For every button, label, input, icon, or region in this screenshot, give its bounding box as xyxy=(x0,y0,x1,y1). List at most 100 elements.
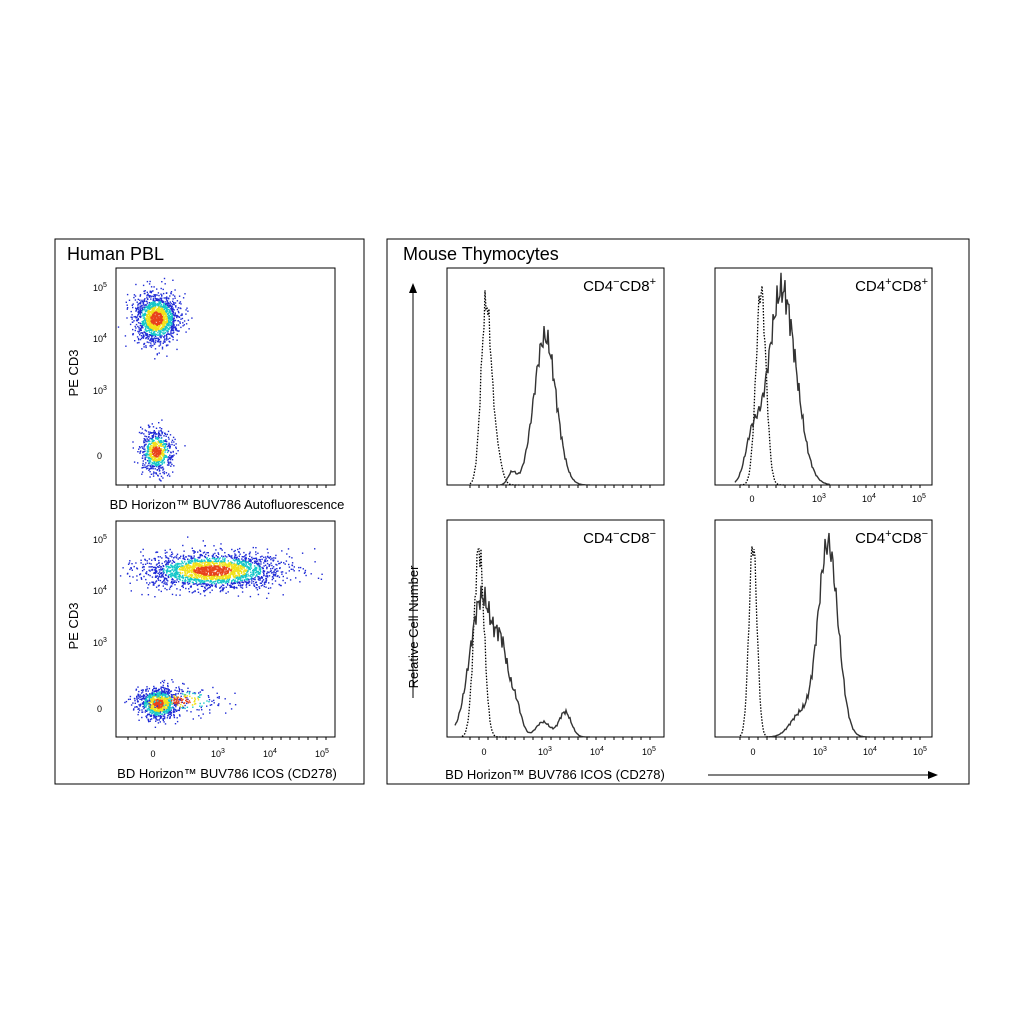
event-dot xyxy=(273,574,276,576)
event-dot xyxy=(156,354,158,356)
event-dot xyxy=(200,581,202,583)
event-dot xyxy=(131,569,133,571)
event-dot xyxy=(169,324,172,326)
event-dot xyxy=(165,297,167,299)
event-dot xyxy=(148,306,150,308)
event-dot xyxy=(155,472,157,474)
event-dot xyxy=(231,571,233,573)
event-dot xyxy=(153,337,156,339)
event-dot xyxy=(197,566,199,569)
event-dot xyxy=(169,308,172,310)
event-dot xyxy=(236,580,239,582)
event-dot xyxy=(164,456,166,458)
event-dot xyxy=(171,315,173,318)
event-dot xyxy=(140,328,142,330)
event-dot xyxy=(142,332,144,335)
event-dot xyxy=(163,691,165,693)
event-dot xyxy=(176,314,178,317)
event-dot xyxy=(184,563,187,565)
event-dot xyxy=(227,560,229,562)
event-dot xyxy=(147,337,150,340)
event-dot xyxy=(129,582,131,584)
event-dot xyxy=(167,574,170,576)
event-dot xyxy=(175,572,177,574)
event-dot xyxy=(170,313,172,315)
event-dot xyxy=(150,456,153,458)
event-dot xyxy=(164,587,166,590)
event-dot xyxy=(160,331,163,333)
event-dot xyxy=(314,561,316,563)
event-dot xyxy=(242,564,245,567)
event-dot xyxy=(169,710,171,713)
event-dot xyxy=(173,317,175,319)
event-dot xyxy=(168,464,170,466)
ytick-0: 0 xyxy=(97,451,102,461)
event-dot xyxy=(183,566,185,568)
event-dot xyxy=(164,327,166,330)
event-dot xyxy=(162,333,164,335)
event-dot xyxy=(182,557,184,560)
event-dot xyxy=(134,315,137,318)
event-dot xyxy=(185,587,187,590)
event-dot xyxy=(159,319,162,321)
event-dot xyxy=(192,569,194,572)
event-dot xyxy=(151,437,154,439)
event-dot xyxy=(178,316,180,318)
event-dot xyxy=(186,571,189,573)
event-dot xyxy=(141,348,143,350)
event-dot xyxy=(168,323,170,325)
event-dot xyxy=(204,577,206,579)
event-dot xyxy=(278,583,280,586)
event-dot xyxy=(276,568,278,570)
event-dot xyxy=(158,442,160,444)
event-dot xyxy=(175,305,177,307)
event-dot xyxy=(140,332,142,334)
event-dot xyxy=(170,332,172,334)
event-dot xyxy=(192,561,194,563)
event-dot xyxy=(146,336,149,338)
event-dot xyxy=(159,332,162,334)
event-dot xyxy=(159,308,161,310)
event-dot xyxy=(225,565,228,568)
event-dot xyxy=(142,284,145,287)
event-dot xyxy=(249,560,251,562)
event-dot xyxy=(178,330,180,332)
event-dot xyxy=(159,469,161,472)
event-dot xyxy=(162,471,164,474)
event-dot xyxy=(195,571,197,574)
event-dot xyxy=(187,571,190,573)
event-dot xyxy=(188,591,191,593)
event-dot xyxy=(170,334,172,336)
event-dot xyxy=(148,439,150,441)
event-dot xyxy=(139,698,141,700)
event-dot xyxy=(144,321,146,323)
event-dot xyxy=(158,589,160,591)
event-dot xyxy=(241,587,244,589)
event-dot xyxy=(134,325,136,328)
event-dot xyxy=(228,562,230,564)
event-dot xyxy=(211,582,213,585)
event-dot xyxy=(158,422,160,424)
event-dot xyxy=(171,319,173,321)
event-dot xyxy=(218,561,221,564)
event-dot xyxy=(141,315,143,317)
event-dot xyxy=(173,557,175,559)
event-dot xyxy=(165,345,168,347)
event-dot xyxy=(174,314,176,316)
event-dot xyxy=(198,580,200,582)
event-dot xyxy=(154,566,156,568)
event-dot xyxy=(224,569,226,571)
event-dot xyxy=(220,567,222,570)
event-dot xyxy=(253,583,255,585)
event-dot xyxy=(228,564,231,567)
event-dot xyxy=(188,571,191,573)
event-dot xyxy=(161,313,163,315)
event-dot xyxy=(162,321,164,323)
event-dot xyxy=(153,446,155,449)
event-dot xyxy=(255,570,257,572)
event-dot xyxy=(222,572,224,574)
event-dot xyxy=(160,566,162,568)
event-dot xyxy=(171,441,173,443)
event-dot xyxy=(161,581,163,584)
event-dot xyxy=(151,691,153,694)
